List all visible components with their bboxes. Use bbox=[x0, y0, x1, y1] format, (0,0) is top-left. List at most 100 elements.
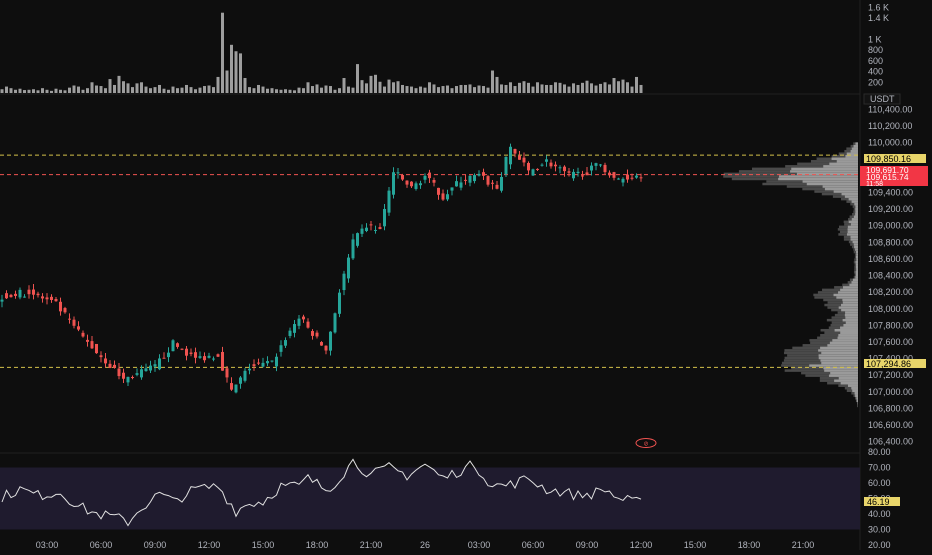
volume-bar bbox=[392, 82, 395, 93]
candle-body bbox=[1, 300, 4, 302]
profile-bin-up bbox=[834, 294, 858, 297]
currency-label[interactable]: USDT bbox=[864, 94, 900, 104]
volume-bar bbox=[370, 76, 373, 93]
profile-bin-up bbox=[823, 185, 858, 188]
candle-body bbox=[23, 297, 26, 298]
profile-bin-up bbox=[829, 163, 858, 166]
profile-bin-up bbox=[832, 339, 858, 342]
profile-bin-up bbox=[807, 183, 858, 186]
volume-bar bbox=[383, 87, 386, 93]
profile-bin-up bbox=[850, 236, 858, 239]
volume-bar bbox=[509, 82, 512, 93]
time-tick: 12:00 bbox=[198, 540, 221, 550]
volume-bar bbox=[617, 81, 620, 93]
profile-bin-up bbox=[854, 203, 858, 206]
time-tick: 21:00 bbox=[360, 540, 383, 550]
profile-bin-up bbox=[834, 379, 858, 382]
volume-bar bbox=[293, 90, 296, 93]
time-tick: 03:00 bbox=[468, 540, 491, 550]
profile-bin-up bbox=[851, 238, 858, 241]
candle-body bbox=[428, 173, 431, 179]
profile-bin-up bbox=[852, 389, 858, 392]
time-tick: 06:00 bbox=[522, 540, 545, 550]
volume-bar bbox=[536, 82, 539, 93]
volume-bar bbox=[158, 85, 161, 93]
price-tick: 108,600.00 bbox=[868, 254, 913, 264]
profile-bin-up bbox=[832, 158, 858, 161]
volume-bar bbox=[104, 88, 107, 93]
candle-body bbox=[311, 331, 314, 336]
candle-body bbox=[334, 313, 337, 332]
profile-bin-up bbox=[856, 256, 858, 259]
profile-bin-up bbox=[836, 296, 858, 299]
rsi-band bbox=[0, 468, 860, 530]
volume-bar bbox=[559, 83, 562, 93]
candle-body bbox=[158, 358, 161, 369]
candle-body bbox=[253, 364, 256, 366]
volume-bar bbox=[32, 89, 35, 93]
volume-bar bbox=[226, 71, 229, 93]
profile-bin-up bbox=[809, 364, 858, 367]
candle-body bbox=[631, 178, 634, 179]
candle-body bbox=[374, 230, 377, 231]
profile-bin-up bbox=[821, 352, 858, 355]
volume-bar bbox=[334, 90, 337, 93]
profile-bin-up bbox=[856, 263, 858, 266]
volume-bar bbox=[154, 87, 157, 93]
candle-body bbox=[131, 377, 134, 378]
volume-bar bbox=[46, 90, 49, 93]
profile-bin-up bbox=[818, 349, 858, 352]
candle-body bbox=[68, 319, 71, 320]
volume-bar bbox=[374, 75, 377, 93]
volume-bar bbox=[100, 86, 103, 93]
profile-bin-up bbox=[845, 311, 858, 314]
candle-body bbox=[208, 356, 211, 358]
volume-bar bbox=[325, 86, 328, 93]
candle-body bbox=[145, 368, 148, 371]
lower-level-label: 107,294.86 bbox=[864, 359, 926, 369]
candle-body bbox=[64, 308, 67, 312]
candle-body bbox=[320, 342, 323, 345]
candle-body bbox=[365, 228, 368, 231]
volume-bar bbox=[140, 82, 143, 93]
candle-body bbox=[397, 172, 400, 173]
volume-bar bbox=[145, 87, 148, 93]
profile-bin-up bbox=[841, 304, 858, 307]
current-price-label: 109,691.70 109,615.74 11:58 bbox=[860, 165, 928, 188]
candle-body bbox=[347, 258, 350, 279]
candle-body bbox=[613, 172, 616, 178]
price-tick: 106,400.00 bbox=[868, 437, 913, 447]
volume-bar bbox=[316, 84, 319, 93]
profile-bin-up bbox=[779, 175, 858, 178]
volume-bar bbox=[77, 87, 80, 93]
profile-bin-up bbox=[848, 226, 858, 229]
volume-bar bbox=[59, 90, 62, 93]
volume-bar bbox=[365, 83, 368, 93]
candle-body bbox=[586, 172, 589, 175]
candle-body bbox=[316, 333, 319, 337]
profile-bin-up bbox=[838, 291, 858, 294]
candle-body bbox=[136, 373, 139, 375]
rsi-tick: 60.00 bbox=[868, 478, 891, 488]
volume-bar bbox=[149, 88, 152, 93]
candle-body bbox=[608, 173, 611, 176]
profile-bin-up bbox=[853, 241, 858, 244]
volume-bar bbox=[284, 89, 287, 93]
profile-bin-up bbox=[840, 326, 858, 329]
volume-bar bbox=[136, 83, 139, 93]
profile-bin-up bbox=[848, 228, 858, 231]
volume-bar bbox=[5, 87, 8, 93]
price-tick: 107,200.00 bbox=[868, 370, 913, 380]
candle-body bbox=[545, 159, 548, 161]
volume-bar bbox=[10, 88, 13, 93]
volume-bar bbox=[221, 13, 224, 93]
volume-bar bbox=[554, 82, 557, 93]
volume-bar bbox=[613, 78, 616, 93]
volume-bar bbox=[230, 45, 233, 93]
volume-bar bbox=[527, 83, 530, 93]
profile-bin-up bbox=[838, 334, 858, 337]
candle-body bbox=[140, 369, 143, 377]
time-tick: 09:00 bbox=[144, 540, 167, 550]
